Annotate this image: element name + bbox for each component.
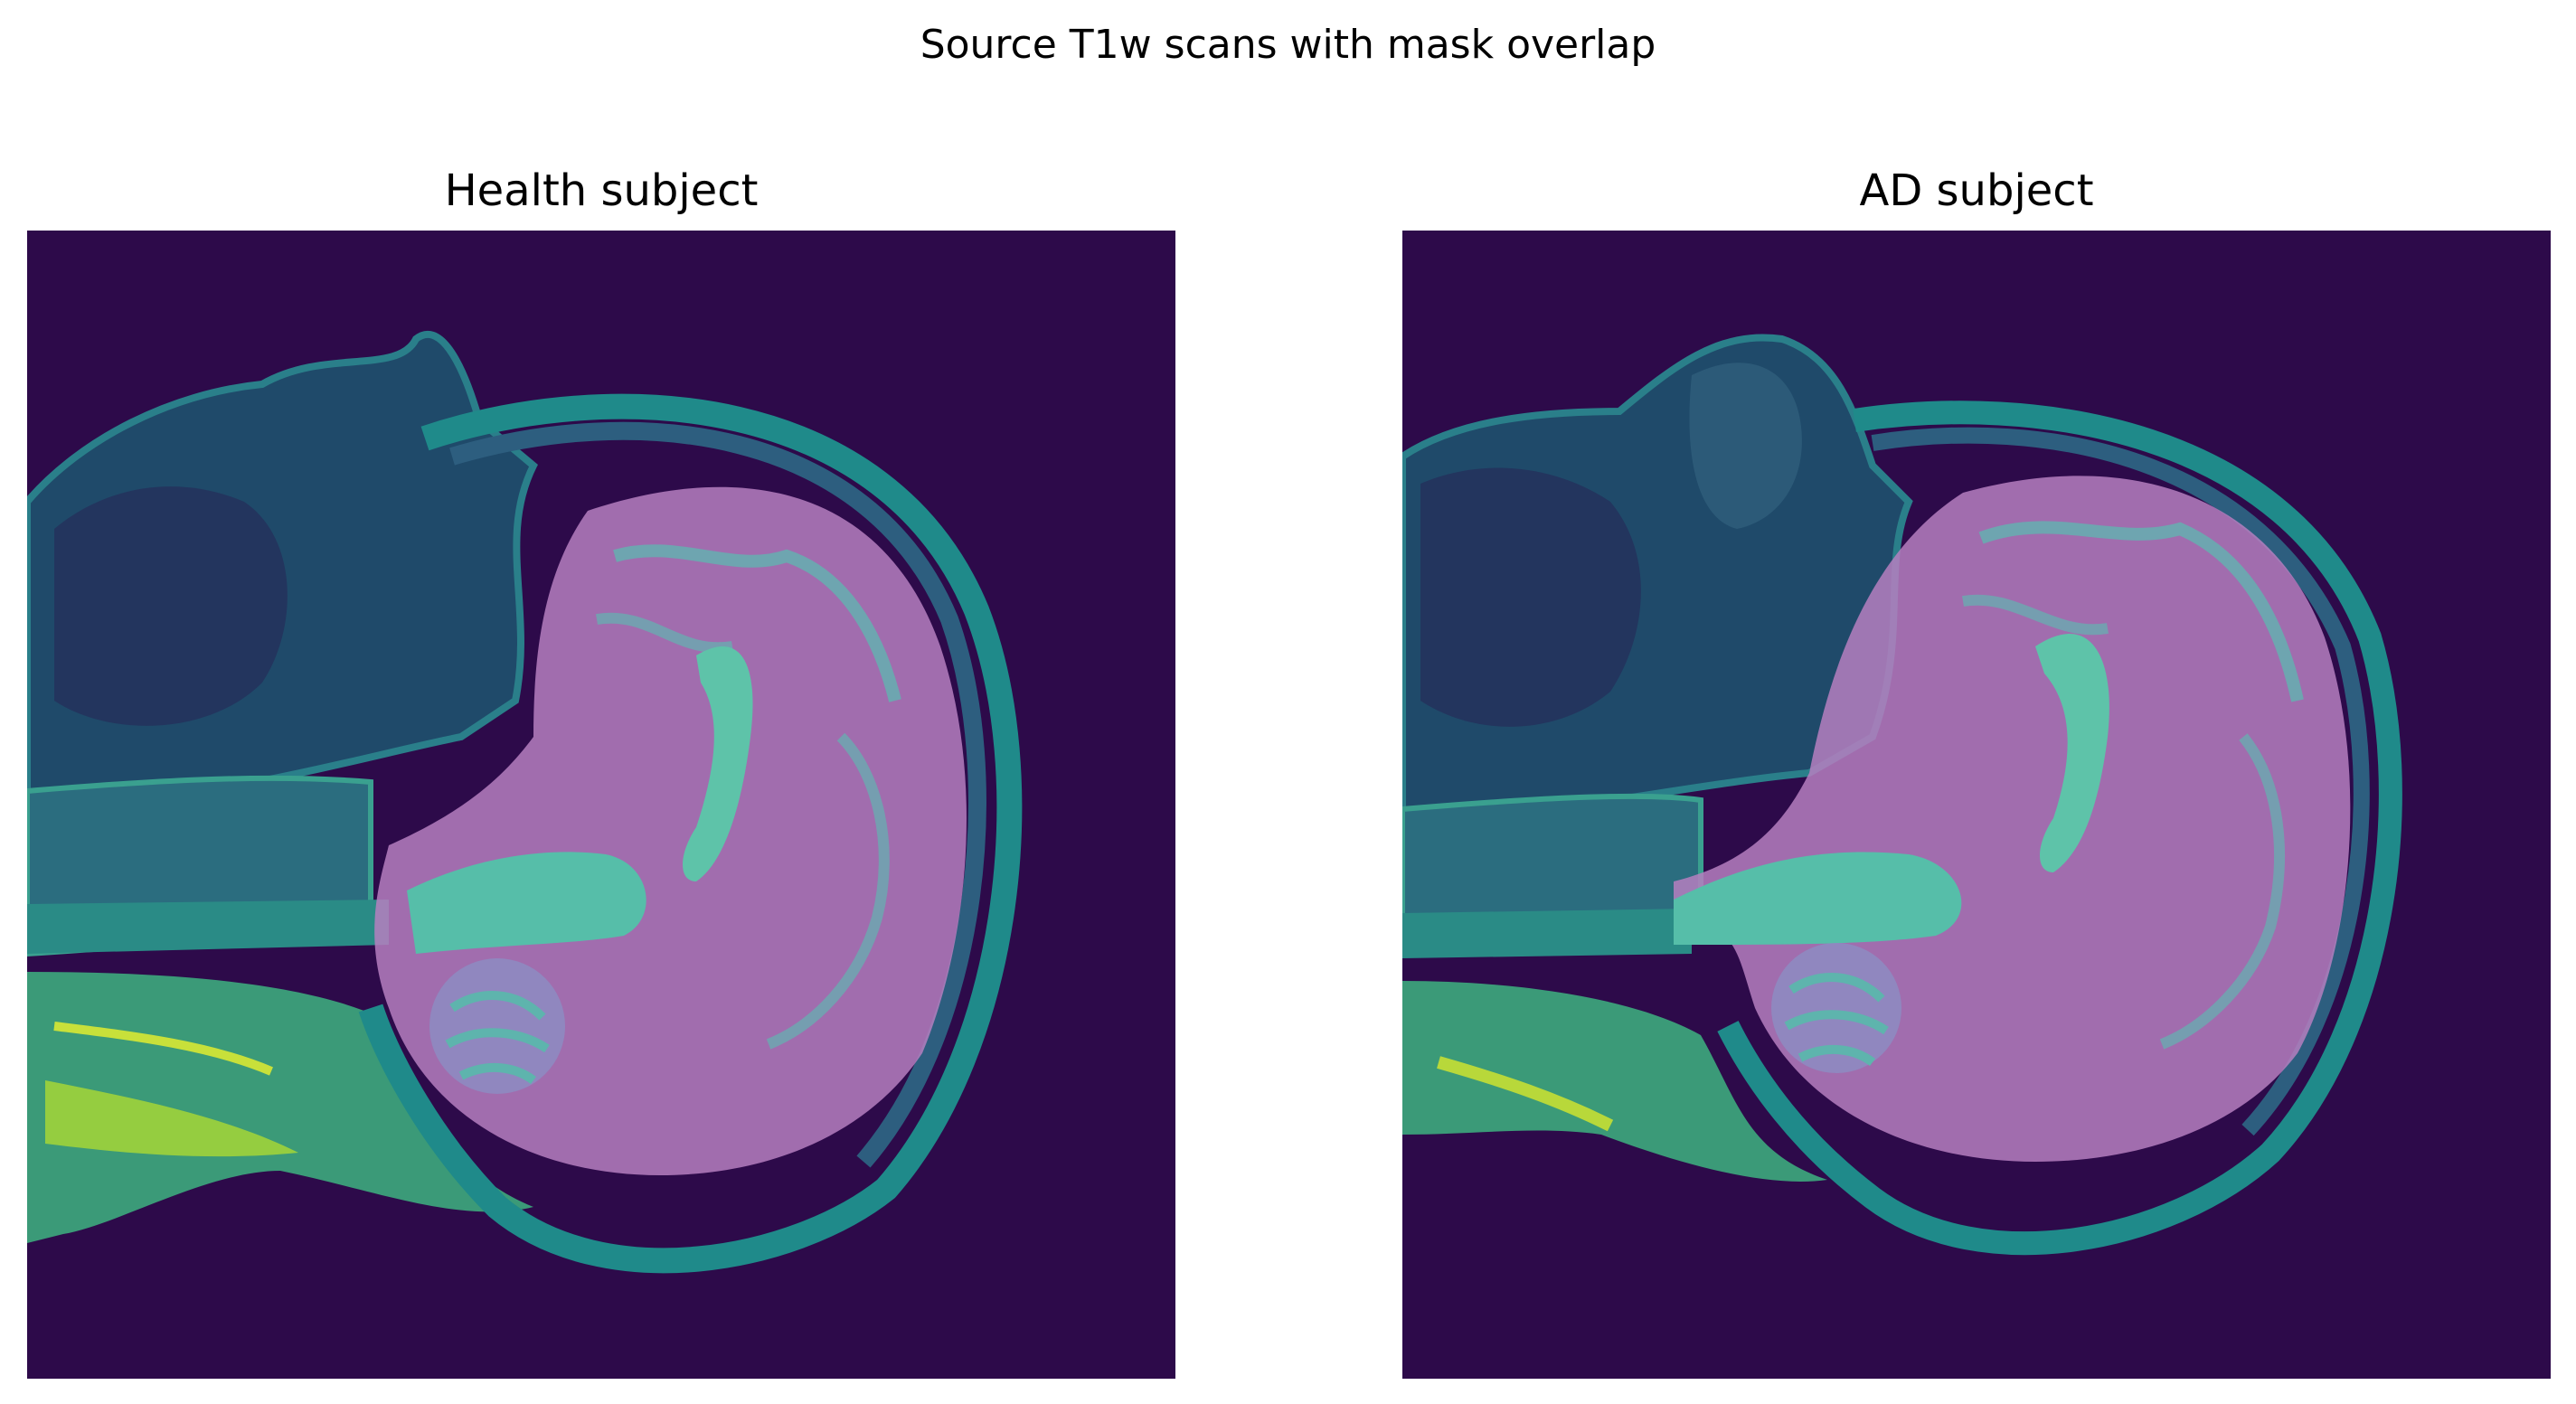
panel-title: AD subject (1859, 165, 2094, 216)
figure-title: Source T1w scans with mask overlap (920, 22, 1656, 68)
brain-mask (374, 486, 967, 1175)
panel-health-subject: Health subject (27, 163, 1175, 1379)
brain-mask (1674, 476, 2351, 1162)
mri-scan-image (1402, 231, 2551, 1379)
face-neck-tissue (27, 330, 538, 1243)
face-neck-tissue (1402, 334, 1913, 1182)
mri-scan-image (27, 231, 1175, 1379)
panel-title: Health subject (444, 165, 759, 216)
panel-ad-subject: AD subject (1402, 163, 2551, 1379)
